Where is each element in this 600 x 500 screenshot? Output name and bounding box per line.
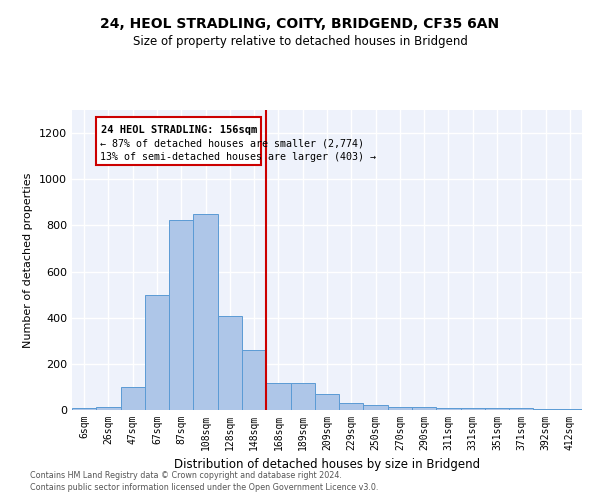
Bar	[290, 383, 315, 410]
Bar	[339, 403, 364, 410]
Bar	[72, 408, 96, 410]
Bar	[218, 316, 242, 410]
Bar	[485, 408, 509, 410]
Bar	[315, 394, 339, 410]
Text: Contains HM Land Registry data © Crown copyright and database right 2024.: Contains HM Land Registry data © Crown c…	[30, 470, 342, 480]
Y-axis label: Number of detached properties: Number of detached properties	[23, 172, 34, 348]
Text: Size of property relative to detached houses in Bridgend: Size of property relative to detached ho…	[133, 35, 467, 48]
Bar	[96, 407, 121, 410]
Bar	[96, 117, 262, 166]
Bar	[412, 406, 436, 410]
Bar	[533, 409, 558, 410]
Bar	[266, 383, 290, 410]
Text: ← 87% of detached houses are smaller (2,774): ← 87% of detached houses are smaller (2,…	[100, 139, 364, 149]
Bar	[145, 295, 169, 410]
Bar	[461, 408, 485, 410]
Bar	[121, 387, 145, 410]
Bar	[193, 214, 218, 410]
Text: 24 HEOL STRADLING: 156sqm: 24 HEOL STRADLING: 156sqm	[101, 125, 257, 135]
Bar	[388, 406, 412, 410]
Text: Contains public sector information licensed under the Open Government Licence v3: Contains public sector information licen…	[30, 483, 379, 492]
Text: 13% of semi-detached houses are larger (403) →: 13% of semi-detached houses are larger (…	[100, 152, 376, 162]
X-axis label: Distribution of detached houses by size in Bridgend: Distribution of detached houses by size …	[174, 458, 480, 471]
Bar	[242, 350, 266, 410]
Bar	[509, 408, 533, 410]
Bar	[364, 405, 388, 410]
Bar	[169, 220, 193, 410]
Text: 24, HEOL STRADLING, COITY, BRIDGEND, CF35 6AN: 24, HEOL STRADLING, COITY, BRIDGEND, CF3…	[100, 18, 500, 32]
Bar	[436, 408, 461, 410]
